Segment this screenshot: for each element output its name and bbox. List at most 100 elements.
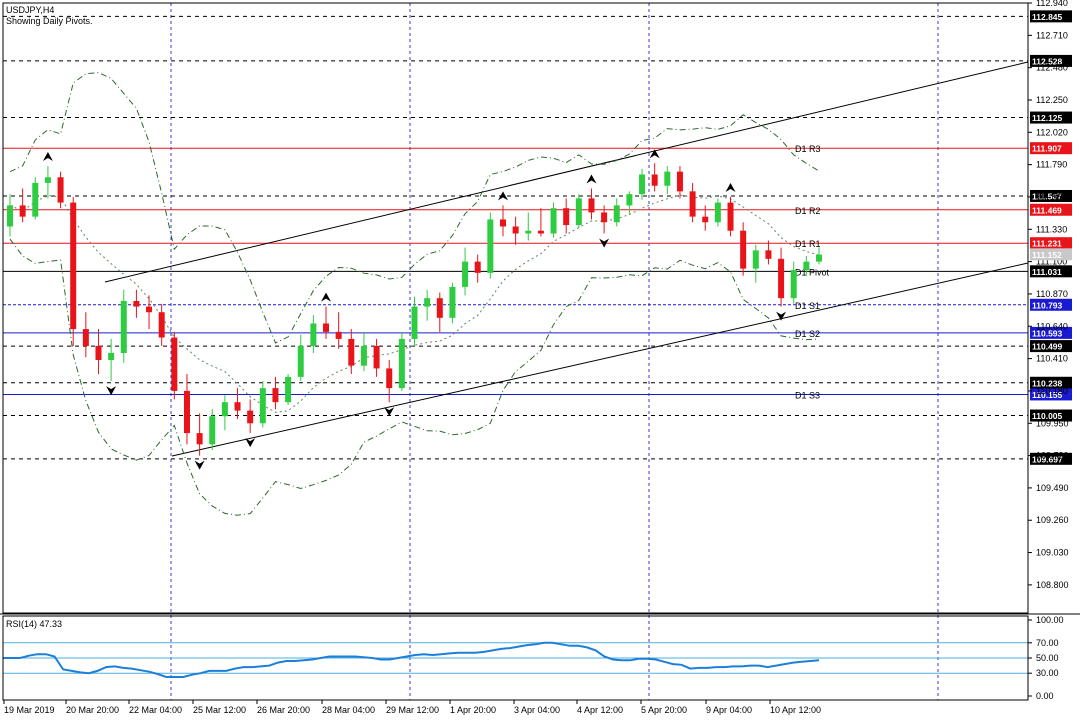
fractal-down-arrow <box>384 407 395 417</box>
candle-body <box>57 177 64 203</box>
candle-body <box>436 298 443 318</box>
candle-body <box>158 312 165 338</box>
pivot-tag: 110.793 <box>1032 300 1063 310</box>
envelope-upper <box>9 72 820 344</box>
candle-body <box>411 306 418 339</box>
candle-body <box>95 345 102 361</box>
rsi-tick-label: 70.00 <box>1036 638 1059 648</box>
price-tick-label: 110.410 <box>1036 354 1068 364</box>
envelope-lower <box>9 238 820 516</box>
pivot-tag-bg <box>1030 265 1072 278</box>
price-tick-label: 109.720 <box>1036 451 1069 461</box>
dashed-level-tag: 111.567 <box>1032 191 1062 201</box>
candle-body <box>727 202 734 231</box>
pivot-label: D1 S1 <box>795 301 820 311</box>
rsi-tick-label: 50.00 <box>1036 653 1059 663</box>
time-label: 19 Mar 2019 <box>4 705 55 715</box>
frame-layer <box>0 2 1080 701</box>
price-tick-label: 112.940 <box>1036 0 1068 8</box>
candle-body <box>676 171 683 192</box>
time-label: 29 Mar 12:00 <box>386 705 439 715</box>
candle-body <box>120 300 127 353</box>
price-tick-label: 109.950 <box>1036 418 1069 428</box>
price-tick-label: 109.030 <box>1036 548 1069 558</box>
candle-body <box>259 388 266 424</box>
time-label: 3 Apr 04:00 <box>514 705 560 715</box>
time-label: 10 Apr 12:00 <box>770 705 821 715</box>
axis-layer: 112.845 112.528 112.125 111.567 110.499 110.2… <box>3 0 1072 715</box>
dashed-level-tag: 109.697 <box>1032 454 1063 464</box>
pivot-tag: 111.031 <box>1032 267 1062 277</box>
dashed-level-tag-bg <box>1030 111 1072 124</box>
fractal-down-arrow <box>194 460 205 470</box>
pivot-tag: 110.593 <box>1032 328 1063 338</box>
pivot-tag: 111.231 <box>1032 239 1062 249</box>
rsi-layer <box>3 641 1028 678</box>
price-tick-label: 111.790 <box>1036 160 1067 170</box>
candle-body <box>7 205 13 227</box>
dashed-level-tag-bg <box>1030 452 1072 465</box>
rsi-title: RSI(14) 47.33 <box>6 619 62 629</box>
candle-body <box>525 230 532 234</box>
candle-body <box>499 219 506 227</box>
candle-layer <box>7 149 822 470</box>
price-tick-label: 109.260 <box>1036 515 1069 525</box>
dashed-level-tag-bg <box>1030 376 1072 389</box>
candle-body <box>335 331 342 339</box>
candle-body <box>209 416 216 445</box>
dashed-level-tag-bg <box>1030 10 1072 23</box>
time-label: 25 Mar 12:00 <box>193 705 246 715</box>
candle-body <box>790 270 797 299</box>
chart-subtitle: Showing Daily Pivots. <box>6 16 93 26</box>
candle-body <box>651 174 658 186</box>
rsi-tick-label: 30.00 <box>1036 668 1059 678</box>
candle-body <box>740 230 747 269</box>
price-tick-label: 111.100 <box>1036 257 1067 267</box>
candle-body <box>702 216 709 223</box>
candle-body <box>765 250 772 259</box>
time-label: 4 Apr 12:00 <box>577 705 623 715</box>
time-label: 22 Mar 04:00 <box>129 705 182 715</box>
candle-body <box>171 337 178 391</box>
candle-body <box>803 261 810 271</box>
dashed-level-tag: 110.238 <box>1032 378 1063 388</box>
fractal-down-arrow <box>776 311 787 321</box>
pivot-label: D1 R1 <box>795 239 821 249</box>
candle-body <box>44 177 51 183</box>
time-label: 26 Mar 20:00 <box>257 705 310 715</box>
candle-body <box>285 376 292 403</box>
rsi-tick-label: 100.00 <box>1036 615 1064 625</box>
candle-body <box>487 219 494 273</box>
chart-title: USDJPY,H4 <box>6 5 54 15</box>
price-tick-label: 109.490 <box>1036 483 1069 493</box>
candle-body <box>664 171 671 186</box>
candle-body <box>613 205 620 223</box>
pivot-tag-bg <box>1030 326 1072 339</box>
candle-body <box>752 250 759 269</box>
candle-body <box>183 390 190 434</box>
candle-body <box>82 329 89 346</box>
candle-body <box>386 368 393 389</box>
dashed-level-tag: 110.499 <box>1032 342 1063 352</box>
candle-body <box>537 230 544 234</box>
pivot-label: D1 S2 <box>795 329 820 339</box>
price-tick-label: 110.870 <box>1036 289 1068 299</box>
candle-body <box>563 208 570 226</box>
price-tick-label: 110.180 <box>1036 386 1068 396</box>
dashed-level-tag-bg <box>1030 189 1072 202</box>
fractal-up-arrow <box>42 152 53 162</box>
rsi-line <box>3 641 820 678</box>
candle-body <box>512 226 519 234</box>
pivot-label: D1 Pivot <box>795 267 830 277</box>
candle-body <box>247 410 254 424</box>
price-tick-label: 112.480 <box>1036 63 1068 73</box>
price-tick-label: 112.250 <box>1036 95 1068 105</box>
candle-body <box>575 198 582 226</box>
time-label: 9 Apr 04:00 <box>706 705 752 715</box>
candle-body <box>146 306 153 313</box>
candle-body <box>601 212 608 223</box>
time-label: 5 Apr 20:00 <box>641 705 687 715</box>
fractal-down-arrow <box>245 438 256 448</box>
candle-body <box>626 194 633 206</box>
